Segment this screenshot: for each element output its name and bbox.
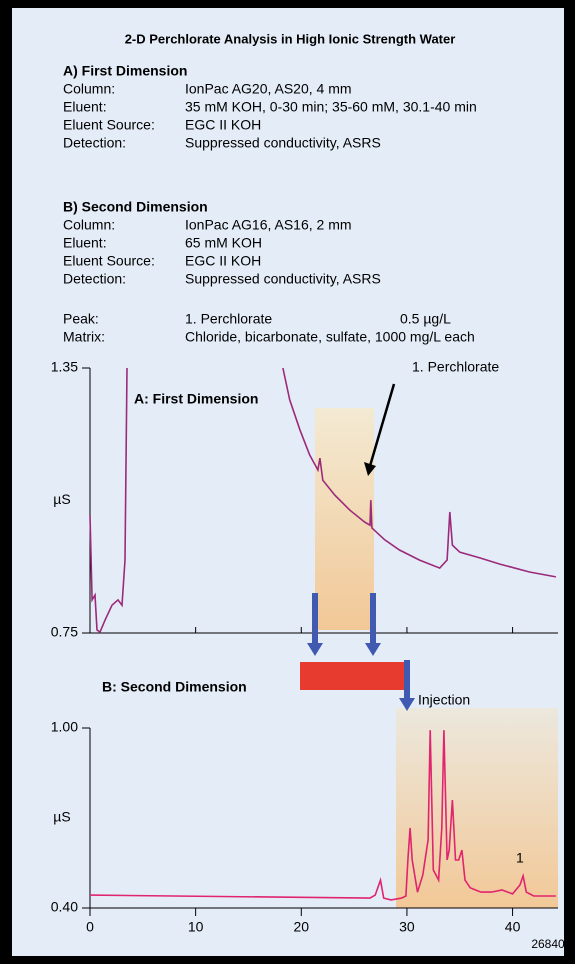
y-tick-label: 1.35 <box>51 359 78 375</box>
x-tick-label: 30 <box>399 919 415 935</box>
annotation: 1 <box>516 850 524 866</box>
row-value: 65 mM KOH <box>185 235 262 251</box>
concentrator-box <box>300 662 404 690</box>
row-value: IonPac AG20, AS20, 4 mm <box>185 81 352 97</box>
row-label: Column: <box>63 217 115 233</box>
y-axis-label: µS <box>53 809 70 825</box>
x-tick-label: 0 <box>86 919 94 935</box>
trace <box>89 367 557 634</box>
row-label: Eluent Source: <box>63 117 155 133</box>
conditions: 2-D Perchlorate Analysis in High Ionic S… <box>63 31 565 951</box>
y-tick-label: 0.40 <box>51 899 78 915</box>
row-label: Eluent: <box>63 99 107 115</box>
row-label: Eluent: <box>63 235 107 251</box>
trace <box>89 730 556 901</box>
arrows <box>307 383 415 711</box>
section-heading: B) Second Dimension <box>63 199 208 215</box>
row-label: Detection: <box>63 135 126 151</box>
matrix-text: Matrix: <box>63 329 105 345</box>
y-tick-label: 0.75 <box>51 624 78 640</box>
injection-window <box>396 708 558 908</box>
row-value: EGC II KOH <box>185 253 261 269</box>
x-tick-label: 40 <box>505 919 521 935</box>
row-value: Suppressed conductivity, ASRS <box>185 135 381 151</box>
row-label: Column: <box>63 81 115 97</box>
annotation: Injection <box>418 692 470 708</box>
peak-text: 1. Perchlorate <box>185 311 272 327</box>
y-tick-label: 1.00 <box>51 719 78 735</box>
y-axis-label: µS <box>53 491 70 507</box>
section-heading: A) First Dimension <box>63 63 187 79</box>
x-tick-label: 20 <box>293 919 309 935</box>
row-label: Eluent Source: <box>63 253 155 269</box>
row-value: IonPac AG16, AS16, 2 mm <box>185 217 352 233</box>
row-value: 35 mM KOH, 0-30 min; 35-60 mM, 30.1-40 m… <box>185 99 477 115</box>
peak-text: 0.5 µg/L <box>400 311 451 327</box>
figure-id: 26840 <box>531 937 565 951</box>
row-value: EGC II KOH <box>185 117 261 133</box>
x-tick-label: 10 <box>188 919 204 935</box>
row-label: Detection: <box>63 271 126 287</box>
row-value: Suppressed conductivity, ASRS <box>185 271 381 287</box>
annotation: 1. Perchlorate <box>412 359 499 375</box>
cut-window <box>315 408 374 630</box>
title: 2-D Perchlorate Analysis in High Ionic S… <box>125 31 456 46</box>
matrix-text: Chloride, bicarbonate, sulfate, 1000 mg/… <box>185 329 475 345</box>
chart-title: B: Second Dimension <box>102 679 247 695</box>
chart-title: A: First Dimension <box>134 391 258 407</box>
peak-text: Peak: <box>63 311 99 327</box>
